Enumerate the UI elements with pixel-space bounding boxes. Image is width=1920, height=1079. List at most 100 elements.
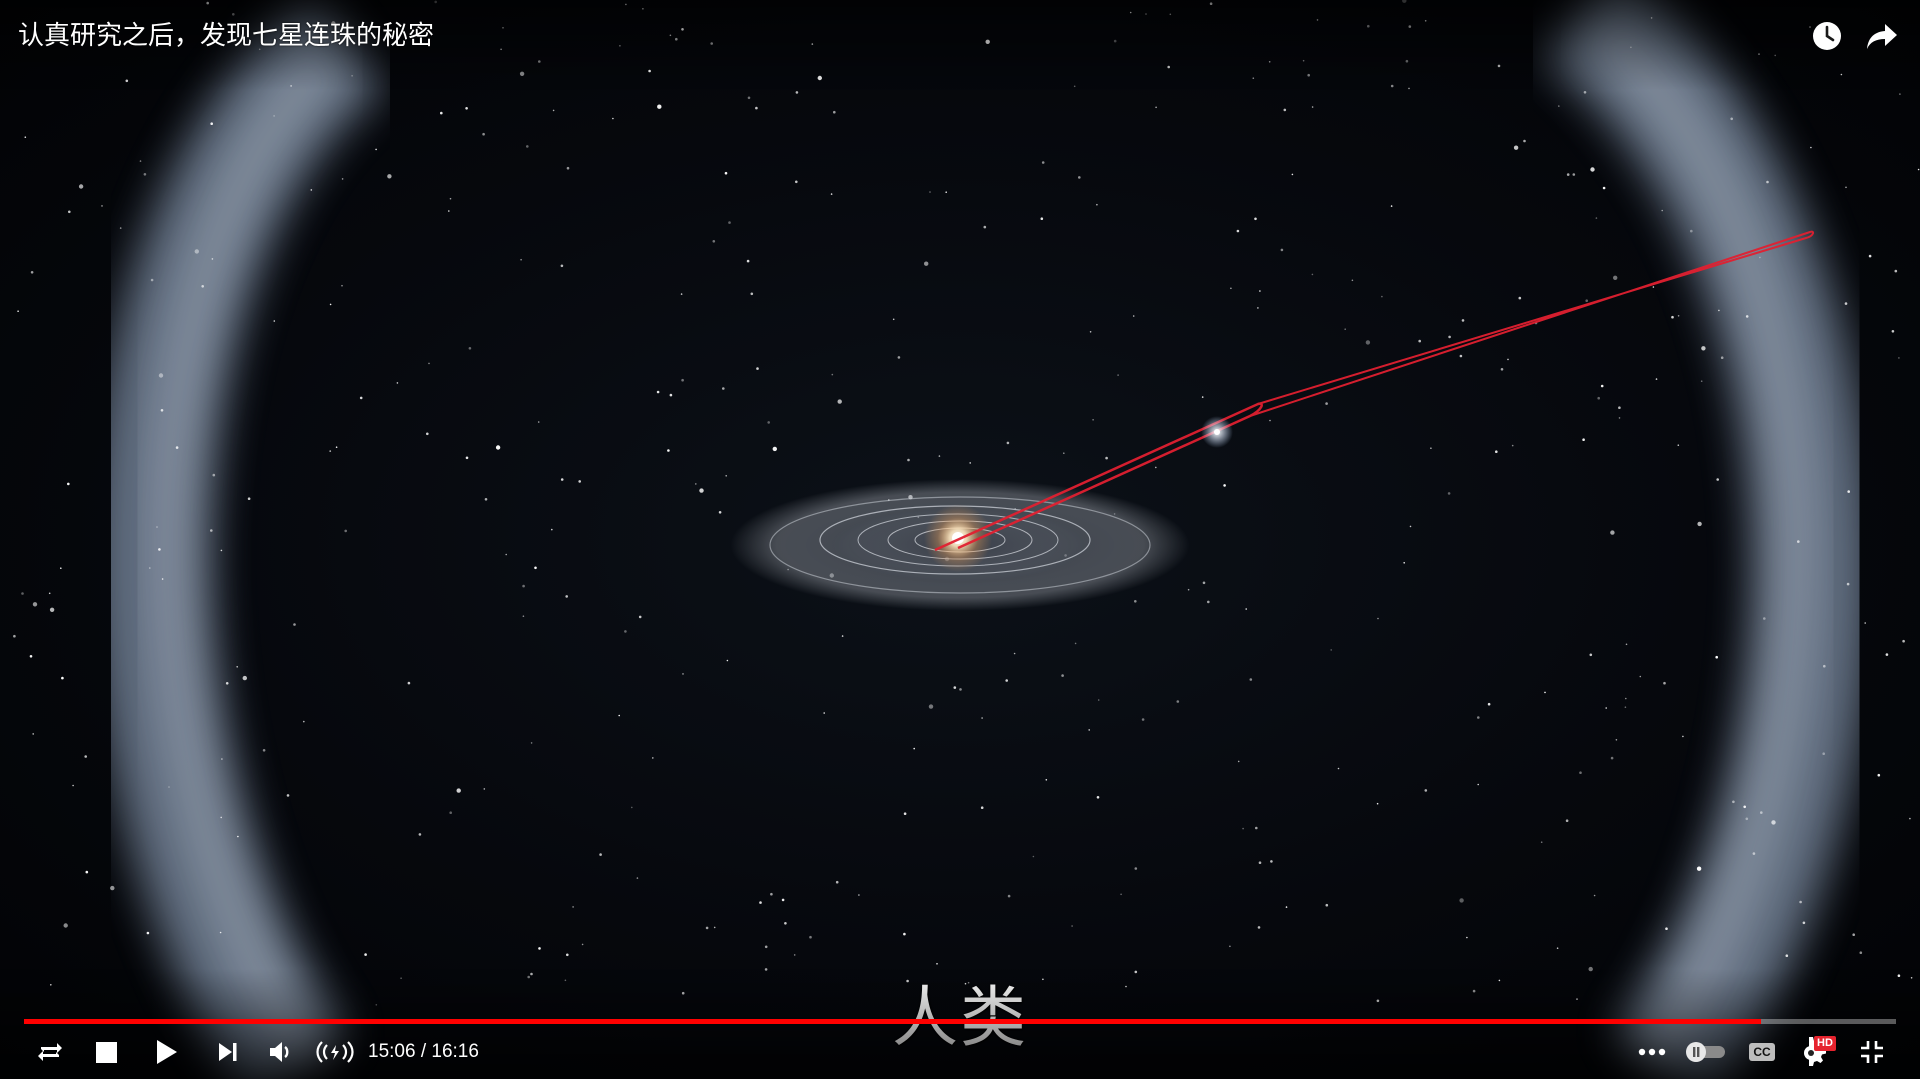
star bbox=[713, 926, 716, 929]
star bbox=[551, 528, 553, 531]
share-arrow-icon[interactable] bbox=[1862, 16, 1902, 56]
star bbox=[24, 136, 27, 138]
star bbox=[566, 166, 570, 170]
star bbox=[924, 261, 929, 266]
star bbox=[426, 432, 429, 436]
star bbox=[341, 284, 343, 287]
exit-fullscreen-icon[interactable] bbox=[1852, 1030, 1892, 1074]
star bbox=[150, 278, 154, 282]
star bbox=[980, 806, 984, 809]
star bbox=[712, 240, 716, 243]
star bbox=[495, 445, 501, 450]
star bbox=[1381, 295, 1383, 298]
star bbox=[1732, 800, 1735, 804]
star bbox=[1624, 706, 1627, 708]
star bbox=[823, 712, 825, 714]
star bbox=[210, 529, 213, 532]
star bbox=[1605, 707, 1607, 709]
star bbox=[465, 456, 469, 460]
star bbox=[537, 421, 540, 423]
more-icon[interactable] bbox=[1634, 1030, 1670, 1074]
star bbox=[705, 926, 709, 930]
star bbox=[1365, 340, 1371, 345]
star bbox=[465, 107, 468, 110]
star bbox=[1229, 945, 1231, 948]
play-icon[interactable] bbox=[146, 1030, 186, 1074]
next-icon[interactable] bbox=[208, 1030, 248, 1074]
star bbox=[722, 387, 725, 390]
star bbox=[1696, 866, 1702, 871]
star bbox=[335, 446, 338, 449]
star bbox=[681, 378, 684, 382]
live-broadcast-icon[interactable] bbox=[312, 1030, 358, 1074]
star bbox=[747, 96, 751, 100]
star bbox=[1105, 456, 1108, 460]
star bbox=[242, 675, 247, 681]
star bbox=[1852, 933, 1855, 936]
star bbox=[1259, 290, 1261, 292]
time-display: 15:06 / 16:16 bbox=[368, 1030, 479, 1074]
progress-bar[interactable] bbox=[24, 1019, 1896, 1024]
duration: 16:16 bbox=[431, 1041, 479, 1062]
volume-icon[interactable] bbox=[262, 1030, 302, 1074]
star bbox=[1902, 639, 1905, 643]
star bbox=[1610, 756, 1614, 760]
star bbox=[581, 943, 584, 946]
star bbox=[959, 688, 962, 691]
star bbox=[236, 666, 238, 668]
star bbox=[407, 681, 411, 685]
star bbox=[1495, 450, 1498, 454]
star bbox=[449, 811, 453, 814]
star bbox=[1697, 521, 1702, 527]
star bbox=[1677, 315, 1680, 317]
star bbox=[1700, 380, 1703, 383]
autoplay-toggle[interactable] bbox=[1682, 1030, 1730, 1074]
star bbox=[835, 880, 839, 884]
star bbox=[837, 399, 842, 404]
star bbox=[286, 794, 290, 797]
star bbox=[746, 259, 750, 263]
star bbox=[1589, 653, 1593, 657]
star bbox=[755, 106, 758, 110]
star bbox=[560, 264, 564, 268]
star bbox=[841, 635, 844, 637]
star bbox=[49, 607, 55, 612]
star bbox=[273, 320, 276, 322]
star bbox=[695, 483, 697, 485]
stop-icon[interactable] bbox=[86, 1030, 126, 1074]
star bbox=[85, 870, 89, 874]
star bbox=[1763, 617, 1766, 620]
star bbox=[1613, 275, 1618, 280]
star bbox=[983, 225, 987, 229]
video-title[interactable]: 认真研究之后，发现七星连珠的秘密 bbox=[18, 21, 435, 51]
star bbox=[273, 115, 275, 117]
star bbox=[1745, 817, 1749, 821]
star bbox=[440, 111, 443, 115]
loop-icon[interactable] bbox=[30, 1030, 70, 1074]
closed-captions-icon[interactable]: CC bbox=[1742, 1030, 1782, 1074]
progress-played bbox=[24, 1019, 1762, 1024]
star bbox=[1477, 716, 1480, 719]
star bbox=[1500, 368, 1504, 371]
star bbox=[1257, 307, 1259, 309]
star bbox=[1730, 117, 1733, 121]
settings-hd-icon[interactable]: HD bbox=[1796, 1030, 1840, 1074]
star bbox=[1424, 789, 1428, 792]
star bbox=[1917, 168, 1920, 171]
star bbox=[1041, 161, 1045, 164]
star bbox=[149, 567, 151, 569]
star bbox=[1269, 419, 1271, 422]
clock-icon[interactable] bbox=[1807, 16, 1847, 56]
star bbox=[1337, 767, 1340, 770]
star bbox=[767, 421, 770, 424]
star bbox=[13, 634, 16, 638]
star bbox=[624, 630, 627, 633]
star bbox=[1270, 860, 1273, 863]
star bbox=[1283, 108, 1287, 112]
star bbox=[344, 529, 348, 533]
star bbox=[21, 592, 24, 595]
star bbox=[538, 947, 541, 950]
star bbox=[61, 676, 64, 680]
star bbox=[1597, 396, 1600, 400]
